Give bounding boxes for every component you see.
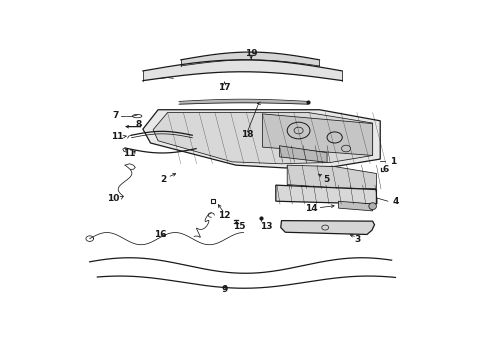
Polygon shape: [280, 146, 327, 162]
Text: 11: 11: [111, 132, 123, 141]
Text: 11: 11: [122, 149, 135, 158]
Polygon shape: [263, 114, 372, 156]
Polygon shape: [276, 185, 376, 204]
Text: 4: 4: [392, 197, 399, 206]
Text: 10: 10: [107, 194, 120, 203]
Polygon shape: [287, 165, 376, 189]
Text: 16: 16: [154, 230, 167, 239]
Polygon shape: [143, 110, 380, 168]
Text: 9: 9: [221, 285, 228, 294]
Text: 7: 7: [112, 111, 119, 120]
Polygon shape: [339, 201, 372, 211]
Text: 18: 18: [241, 130, 254, 139]
Polygon shape: [153, 112, 372, 164]
Text: 13: 13: [260, 222, 272, 231]
Text: 15: 15: [233, 222, 246, 231]
Text: 5: 5: [323, 175, 329, 184]
Text: 8: 8: [135, 120, 142, 129]
Polygon shape: [281, 221, 374, 234]
Text: 6: 6: [383, 165, 389, 174]
Ellipse shape: [369, 203, 376, 210]
Text: 14: 14: [305, 204, 318, 213]
Text: 1: 1: [390, 157, 396, 166]
Text: 3: 3: [354, 235, 360, 244]
Text: 17: 17: [218, 83, 231, 92]
Text: 12: 12: [218, 211, 231, 220]
Text: 19: 19: [245, 49, 257, 58]
Text: 2: 2: [160, 175, 166, 184]
